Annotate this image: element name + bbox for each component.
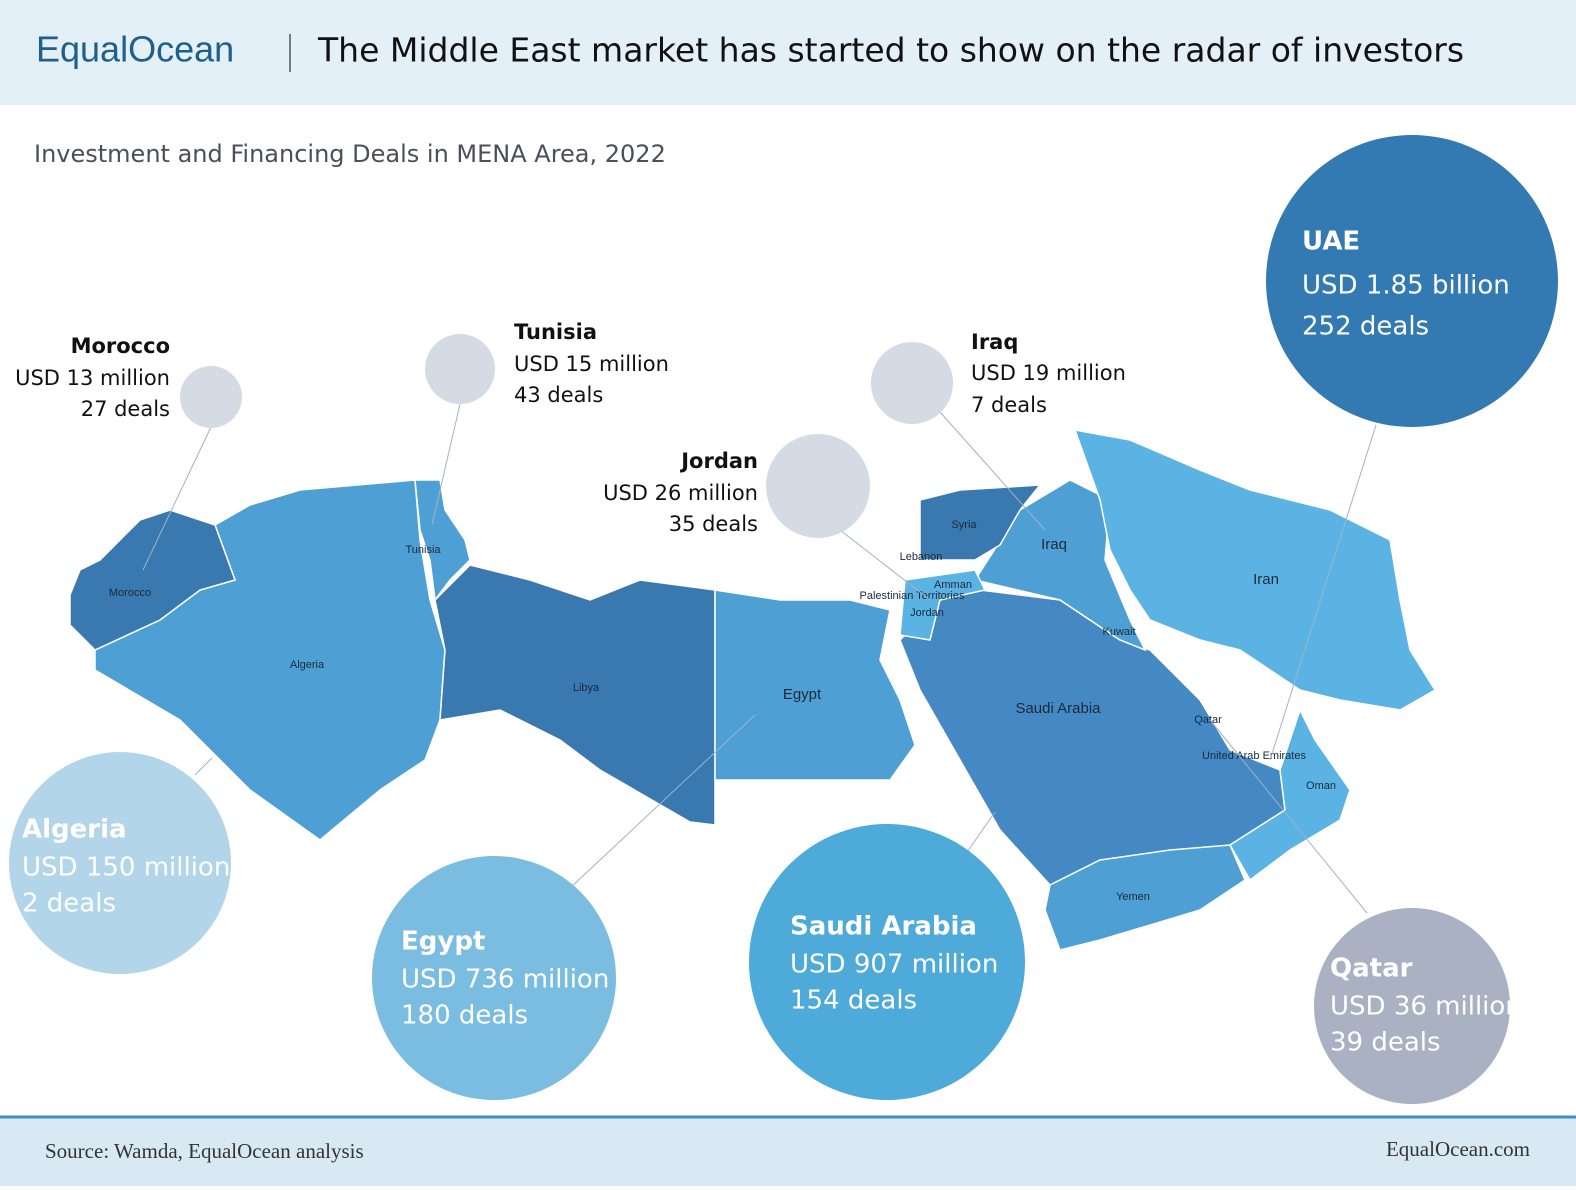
leader-line xyxy=(194,757,213,776)
country-shape xyxy=(714,589,916,781)
map-label: Libya xyxy=(573,682,600,694)
callout-amount: USD 15 million xyxy=(514,352,669,376)
country-shape xyxy=(919,484,1042,561)
callout-country: UAE xyxy=(1302,227,1360,257)
bubble xyxy=(749,824,1025,1100)
leader-line xyxy=(1269,424,1377,761)
bubble xyxy=(425,334,495,404)
map-label: Egypt xyxy=(783,686,822,703)
leader-line xyxy=(1209,719,1368,914)
map-label: Oman xyxy=(1306,780,1336,792)
map-label: Jordan xyxy=(910,607,944,619)
callout-deals: 252 deals xyxy=(1302,312,1429,342)
callout-deals: 43 deals xyxy=(514,383,603,407)
callout-country: Saudi Arabia xyxy=(790,912,977,942)
footer-band xyxy=(0,1118,1576,1186)
map-label: Saudi Arabia xyxy=(1015,700,1101,717)
callout-amount: USD 26 million xyxy=(603,481,758,505)
callout-amount: USD 13 million xyxy=(15,366,170,390)
map-label: Iraq xyxy=(1041,536,1067,553)
callout-deals: 39 deals xyxy=(1330,1028,1441,1058)
callout-deals: 27 deals xyxy=(81,397,170,421)
callout-country: Iraq xyxy=(971,330,1018,354)
leader-line xyxy=(431,403,461,526)
source-note: Source: Wamda, EqualOcean analysis xyxy=(45,1139,364,1163)
map-label: Tunisia xyxy=(405,544,441,556)
map-label: Qatar xyxy=(1194,714,1222,726)
map-label: Kuwait xyxy=(1102,626,1135,638)
subtitle: Investment and Financing Deals in MENA A… xyxy=(34,140,666,168)
callout-deals: 180 deals xyxy=(401,1001,528,1031)
map-label: Morocco xyxy=(109,587,151,599)
bubble xyxy=(871,342,953,424)
country-shape xyxy=(1228,708,1351,882)
callout-amount: USD 1.85 billion xyxy=(1302,271,1510,301)
map: Morocco Algeria Tunisia Libya Egypt Syri… xyxy=(69,429,1437,951)
map-label: Palestinian Territories xyxy=(860,590,965,602)
callout-amount: USD 19 million xyxy=(971,361,1126,385)
map-label: Syria xyxy=(951,519,977,531)
bubble xyxy=(9,752,231,974)
logo: EqualOcean xyxy=(36,29,234,70)
country-shape xyxy=(414,479,471,602)
country-shape xyxy=(973,479,1147,652)
country-shape xyxy=(69,509,236,651)
page-title: The Middle East market has started to sh… xyxy=(317,31,1464,70)
leader-line xyxy=(939,411,1046,531)
callout-amount: USD 736 million xyxy=(401,965,609,995)
callout-amount: USD 150 million xyxy=(22,853,230,883)
leader-line xyxy=(964,811,996,856)
site-name: EqualOcean.com xyxy=(1386,1137,1530,1161)
bubble xyxy=(766,434,870,538)
callout-amount: USD 36 million xyxy=(1330,992,1522,1022)
callout-deals: 154 deals xyxy=(790,986,917,1016)
bubble xyxy=(180,366,242,428)
map-label: United Arab Emirates xyxy=(1202,750,1306,762)
country-shape xyxy=(1044,844,1246,951)
map-label: Yemen xyxy=(1116,891,1150,903)
callout-amount: USD 907 million xyxy=(790,950,998,980)
bubble xyxy=(1314,908,1510,1104)
callout-country: Jordan xyxy=(679,449,758,473)
leader-line xyxy=(142,426,212,571)
leader-lines xyxy=(142,403,1377,914)
callout-country: Egypt xyxy=(401,927,485,957)
country-shape xyxy=(899,569,987,641)
map-label: Amman xyxy=(934,579,972,591)
callout-country: Tunisia xyxy=(514,320,597,344)
callouts: Morocco USD 13 million 27 deals Tunisia … xyxy=(9,135,1558,1104)
map-label: Algeria xyxy=(290,659,325,671)
country-shape xyxy=(434,564,716,826)
map-label: Lebanon xyxy=(900,551,943,563)
bubble xyxy=(1266,135,1558,427)
leader-line xyxy=(839,529,931,601)
callout-country: Qatar xyxy=(1330,954,1413,984)
bubble xyxy=(372,856,616,1100)
callout-deals: 7 deals xyxy=(971,393,1047,417)
leader-line xyxy=(569,714,756,889)
header-band xyxy=(0,0,1576,105)
callout-deals: 2 deals xyxy=(22,889,116,919)
callout-country: Morocco xyxy=(71,334,170,358)
callout-deals: 35 deals xyxy=(669,512,758,536)
map-label: Iran xyxy=(1253,571,1279,588)
callout-country: Algeria xyxy=(22,815,127,845)
country-shape xyxy=(1073,429,1437,711)
